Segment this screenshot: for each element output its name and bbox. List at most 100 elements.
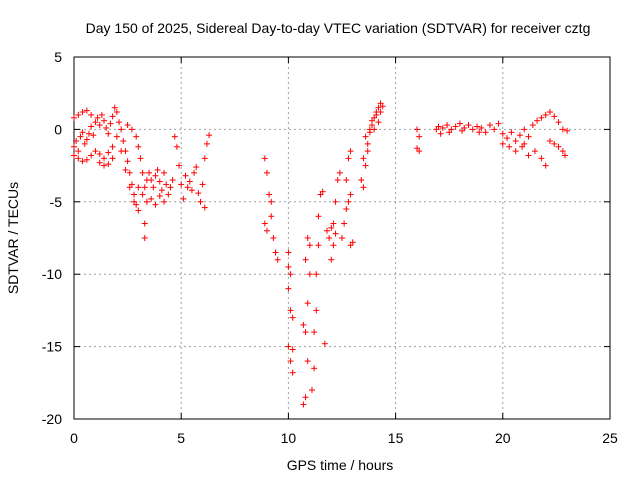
data-point [167,184,174,191]
data-point [126,169,133,176]
data-point [516,132,523,139]
data-point [171,133,178,140]
data-point [180,195,187,202]
data-point [81,140,88,147]
data-point [328,224,335,231]
data-point [103,124,110,131]
data-point [128,126,135,133]
data-point [304,358,311,365]
data-point [111,104,118,111]
data-point [330,242,337,249]
data-point [525,152,532,159]
data-point [96,122,103,129]
data-point [343,177,350,184]
data-point [459,127,466,134]
data-point [268,213,275,220]
data-point [555,119,562,126]
data-point [143,177,150,184]
data-point [101,162,108,169]
plot-frame [73,56,611,420]
data-point [364,140,371,147]
data-point [379,103,386,110]
x-tick-label: 5 [177,430,185,446]
data-point [131,191,138,198]
data-point [285,285,292,292]
data-point [512,148,519,155]
data-point [495,120,502,127]
data-point [131,198,138,205]
data-point [362,133,369,140]
data-point [369,122,376,129]
grid [74,57,610,419]
data-point [274,256,281,263]
data-point [362,162,369,169]
data-point [456,120,463,127]
data-point [302,394,309,401]
data-point [285,343,292,350]
data-point [158,187,165,194]
x-tick-label: 20 [495,430,511,446]
data-point [491,126,498,133]
data-point [336,169,343,176]
data-point [139,169,146,176]
data-point [341,220,348,227]
data-point [538,114,545,121]
data-point [289,369,296,376]
data-point [328,256,335,263]
data-point [124,122,131,129]
data-point [161,169,168,176]
data-point [313,271,320,278]
data-point [184,184,191,191]
data-point [360,184,367,191]
x-tick-label: 10 [281,430,297,446]
data-point [116,119,123,126]
y-tick-label: -20 [42,411,62,427]
data-point [163,181,170,188]
data-point [332,230,339,237]
data-point [561,152,568,159]
data-point [287,358,294,365]
data-point [137,155,144,162]
data-point [564,127,571,134]
data-point [287,307,294,314]
data-point [469,126,476,133]
data-point [113,133,120,140]
data-point [182,172,189,179]
chart-title: Day 150 of 2025, Sidereal Day-to-day VTE… [86,20,591,36]
data-point [139,191,146,198]
data-point [504,135,511,142]
data-point [347,191,354,198]
axis-ticks: 0 5 10 15 20 25 -20 -15 -10 -5 0 5 [42,49,618,446]
data-point [141,184,148,191]
data-point [439,124,446,131]
data-point [486,122,493,129]
data-point [559,126,566,133]
data-point [263,169,270,176]
data-point [261,220,268,227]
data-point [88,152,95,159]
data-point [313,307,320,314]
data-point [135,184,142,191]
data-point [105,161,112,168]
data-point [360,155,367,162]
data-point [289,314,296,321]
data-point [308,387,315,394]
data-point [437,130,444,137]
data-point [321,340,328,347]
data-point [478,124,485,131]
data-point [88,111,95,118]
data-point [75,155,82,162]
data-point [126,184,133,191]
data-point [83,156,90,163]
data-point [476,129,483,136]
data-point [148,195,155,202]
data-point [143,198,150,205]
data-point [521,140,528,147]
data-point [306,271,313,278]
data-point [375,104,382,111]
data-point [347,148,354,155]
data-point [270,235,277,241]
data-point [169,177,176,184]
data-point [266,191,273,198]
